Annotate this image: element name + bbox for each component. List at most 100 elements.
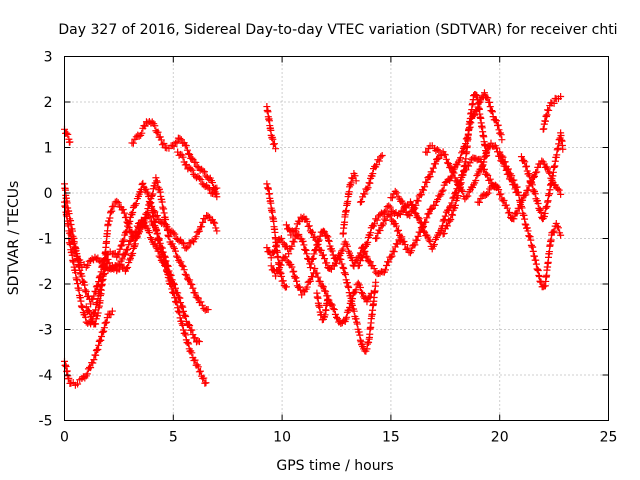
data-point [176,294,184,302]
data-point [343,279,351,287]
data-point [369,170,377,178]
data-point [457,154,465,162]
data-point [431,201,439,209]
data-point [344,282,352,290]
data-point [204,184,212,192]
data-point [466,159,474,167]
data-point [103,318,111,326]
data-point [432,160,440,168]
data-point [188,154,196,162]
data-point [293,277,301,285]
data-point [270,247,278,255]
series-s21 [422,142,443,156]
data-point [540,213,548,221]
data-point [383,262,391,270]
data-point [486,98,494,106]
data-point [124,263,132,271]
data-point [531,173,539,181]
data-point [118,255,126,263]
data-point [148,203,156,211]
series-s9 [174,148,221,198]
data-point [545,106,553,114]
data-point [323,232,331,240]
data-point [378,222,386,230]
grid-lines [64,56,609,421]
data-point [188,281,196,289]
data-point [192,158,200,166]
data-point [555,186,563,194]
data-point [151,240,159,248]
data-point [177,258,185,266]
data-point [138,224,146,232]
data-point [156,253,164,261]
data-point [354,279,362,287]
data-point [472,177,480,185]
data-point [197,298,205,306]
data-point [182,331,190,339]
data-point [152,243,160,251]
data-point [364,238,372,246]
data-point [120,236,128,244]
data-point [122,213,130,221]
data-point [417,191,425,199]
data-point [361,190,369,198]
data-point [517,202,525,210]
data-point [128,228,136,236]
data-point [126,256,134,264]
data-point [352,315,360,323]
data-point [379,220,387,228]
data-point [423,148,431,156]
data-point [420,186,428,194]
data-point [363,185,371,193]
data-point [117,242,125,250]
data-point [318,282,326,290]
data-point [303,250,311,258]
data-point [171,247,179,255]
data-point [119,238,127,246]
data-point [407,207,415,215]
data-point [267,254,275,262]
data-point [400,237,408,245]
axis-ticks [64,56,609,421]
data-point [178,302,186,310]
data-point [285,225,293,233]
data-point [503,204,511,212]
data-point [385,202,393,210]
data-point [114,199,122,207]
data-point [168,285,176,293]
data-point [78,272,86,280]
data-point [92,283,100,291]
data-point [99,328,107,336]
data-point [450,169,458,177]
data-point [557,231,565,239]
data-point [199,167,207,175]
data-point [267,262,275,270]
data-point [462,193,470,201]
data-point [352,286,360,294]
data-point [508,172,516,180]
series-s4 [61,179,210,387]
data-point [510,176,518,184]
data-point [300,241,308,249]
data-point [359,254,367,262]
data-point [314,240,322,248]
data-point [337,255,345,263]
series-s13 [267,253,375,328]
x-tick-label: 5 [169,430,178,446]
data-point [123,265,131,273]
data-point [129,139,137,147]
data-point [399,199,407,207]
data-point [361,247,369,255]
data-point [521,215,529,223]
data-point [145,229,153,237]
data-point [143,188,151,196]
series-s17 [356,152,386,206]
data-point [447,216,455,224]
data-point [197,176,205,184]
y-tick-label: -1 [39,232,53,248]
data-point [208,179,216,187]
data-point [392,222,400,230]
data-point [95,337,103,345]
data-point [272,145,280,153]
data-point [425,210,433,218]
